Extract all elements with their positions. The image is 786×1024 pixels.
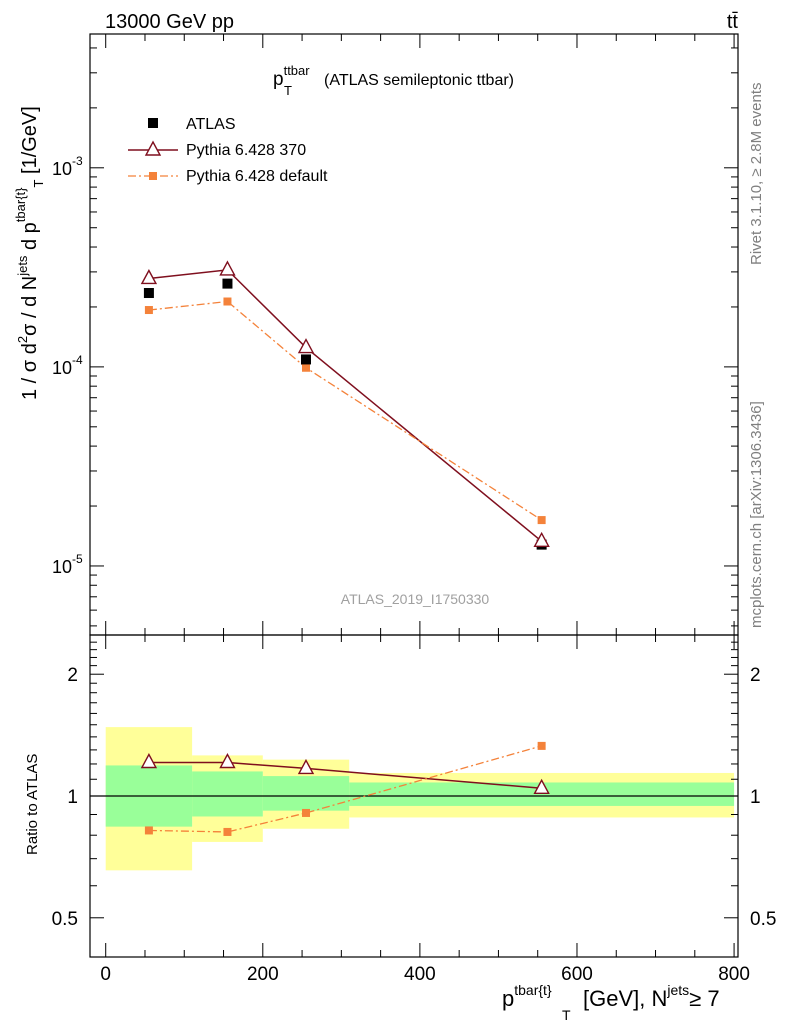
ratio-xtick-label: 800	[718, 964, 750, 985]
rivet-label: Rivet 3.1.10, ≥ 2.8M events	[748, 83, 765, 266]
main-point-pythia370	[533, 531, 550, 548]
main-point-pythia-default	[223, 297, 232, 306]
ratio-ytick-label-right: 2	[750, 665, 761, 686]
main-ylabel: 1 / σ d2σ / d Njets d ptbar{t}T [1/GeV]	[13, 106, 46, 400]
ratio-ytick-label-left: 2	[67, 665, 78, 686]
legend-pythia-default-label: Pythia 6.428 default	[186, 168, 328, 185]
ratio-point-pythia370	[219, 753, 236, 769]
main-point-pythia-default	[302, 363, 310, 372]
ratio-xlabel-text: ptbar{t}	[502, 982, 552, 1011]
main-ytick-label: 10-3	[52, 154, 83, 179]
ratio-ytick-label-left: 1	[67, 787, 78, 808]
analysis-watermark: ATLAS_2019_I1750330	[341, 591, 490, 607]
legend-atlas-marker	[148, 118, 158, 128]
ratio-point-pythia-default	[302, 808, 310, 817]
legend: ATLAS Pythia 6.428 370 Pythia 6.428 defa…	[128, 116, 328, 185]
ratio-ytick-label-right: 1	[750, 787, 761, 808]
ratio-point-pythia370	[297, 758, 315, 775]
legend-atlas-label: ATLAS	[186, 116, 236, 133]
energy-label: 13000 GeV pp	[105, 11, 234, 33]
main-point-pythia-default	[144, 306, 153, 315]
plot-title-rest: (ATLAS semileptonic ttbar)	[324, 72, 514, 89]
ratio-ytick-label-left: 0.5	[52, 909, 78, 930]
ratio-point-pythia370	[140, 753, 158, 769]
ratio-line-pythia-default	[148, 745, 542, 833]
ratio-xlabel-mid: [GeV], Njets≥ 7	[583, 982, 720, 1011]
ratio-xtick-label: 0	[100, 964, 111, 985]
ratio-line-pythia370	[148, 761, 542, 790]
ratio-band-inner	[192, 771, 263, 817]
ratio-xlabel-sub: T	[562, 1007, 571, 1023]
ratio-ytick-label-right: 0.5	[750, 909, 776, 930]
main-point-pythia-default	[537, 516, 546, 525]
ratio-band-inner	[349, 782, 735, 806]
ratio-point-pythia370	[533, 778, 550, 794]
main-ylabel-text: 1 / σ d2σ / d Njets d ptbar{t}T [1/GeV]	[13, 106, 46, 400]
ratio-point-pythia-default	[144, 826, 153, 835]
process-label: tt̄	[727, 11, 739, 33]
main-point-pythia370	[140, 269, 158, 285]
main-point-pythia370	[297, 338, 315, 354]
plot-title-var: p	[273, 69, 284, 90]
legend-pythia-default-marker	[149, 172, 157, 180]
plot-title-sub: T	[284, 83, 292, 98]
main-point-pythia370	[219, 260, 236, 276]
ratio-xtick-label: 200	[247, 964, 279, 985]
main-ytick-label: 10-4	[52, 353, 83, 378]
plot-title: pttbar	[273, 63, 310, 90]
ratio-point-pythia-default	[537, 741, 546, 750]
plot-title-sup: ttbar	[284, 63, 311, 78]
ratio-point-pythia-default	[223, 827, 232, 836]
ratio-xtick-label: 600	[561, 964, 593, 985]
ratio-xlabel: ptbar{t} T [GeV], Njets≥ 7	[502, 982, 720, 1023]
ratio-band-inner	[262, 776, 350, 811]
ratio-xtick-label: 400	[404, 964, 436, 985]
main-ytick-label: 10-5	[52, 552, 83, 577]
mcplots-label: mcplots.cern.ch [arXiv:1306.3436]	[748, 401, 765, 628]
legend-pythia370-marker	[144, 140, 162, 156]
ratio-ylabel: Ratio to ATLAS	[24, 754, 41, 855]
main-point-atlas	[301, 354, 311, 365]
main-line-pythia370	[148, 269, 543, 542]
main-point-atlas	[222, 278, 233, 289]
main-line-pythia-default	[148, 300, 542, 521]
main-point-atlas	[143, 288, 154, 299]
legend-pythia370-label: Pythia 6.428 370	[186, 142, 306, 159]
